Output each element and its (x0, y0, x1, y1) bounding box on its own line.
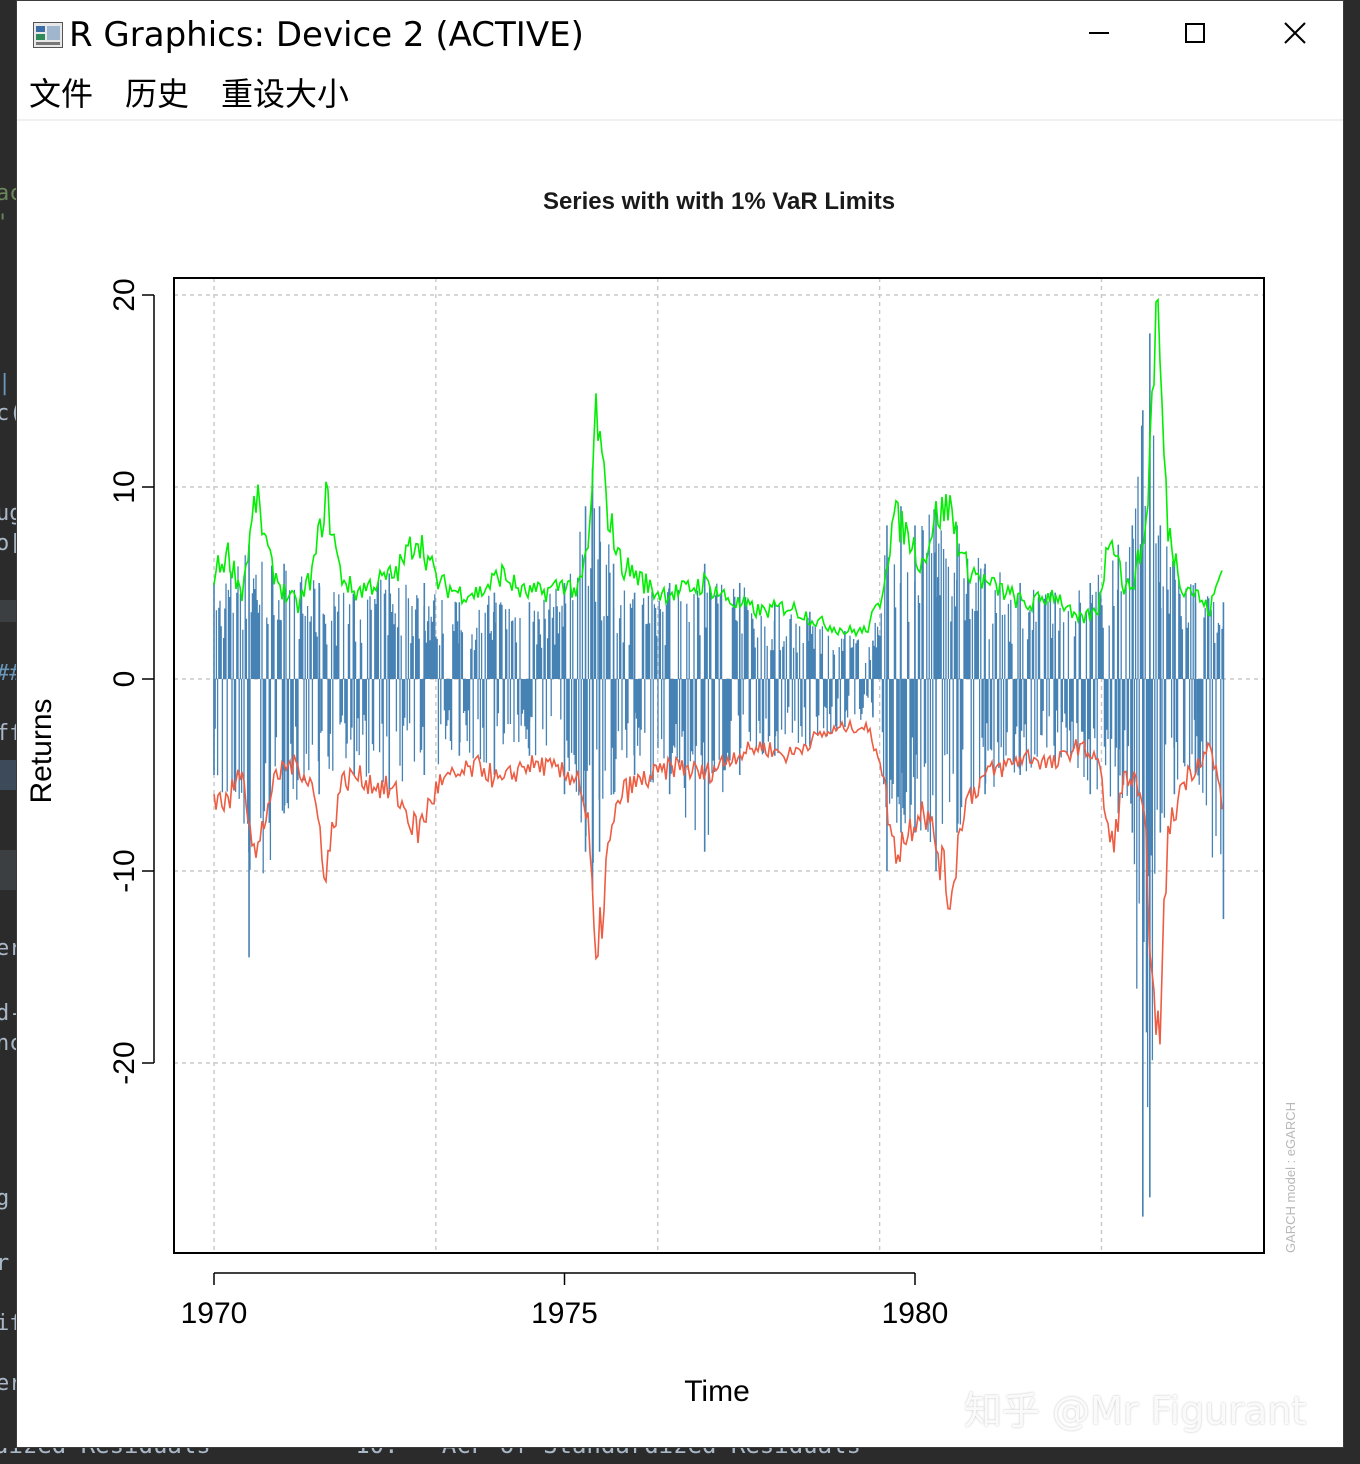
var-limits-chart: Series with with 1% VaR Limits 1970 1975 1… (25, 188, 1298, 1408)
maximize-button[interactable] (1147, 1, 1243, 65)
svg-text:g: g (0, 1186, 9, 1211)
close-icon (1284, 22, 1306, 44)
svg-text:##: ## (0, 661, 16, 686)
zhihu-watermark: 知乎 @Mr Figurant (964, 1389, 1307, 1433)
y-tick-label: 20 (108, 278, 141, 311)
svg-text:c(: c( (0, 401, 16, 426)
svg-text:ac: ac (0, 181, 16, 206)
window-title: R Graphics: Device 2 (ACTIVE) (69, 15, 584, 55)
svg-text:er: er (0, 1371, 16, 1396)
svg-text:er: er (0, 936, 16, 961)
title-bar[interactable]: R Graphics: Device 2 (ACTIVE) (17, 1, 1343, 67)
svg-text:if: if (0, 1311, 16, 1336)
x-axis-label: Time (684, 1375, 750, 1408)
lower-var-line (213, 718, 1223, 1045)
svg-text:nc: nc (0, 1031, 16, 1056)
svg-text:d-: d- (0, 1001, 16, 1026)
background-editor-left: ac ' c | c( ug o[ ## ff er d- nc g r if … (0, 0, 16, 1464)
x-axis: 1970 1975 1980 (181, 1272, 949, 1330)
r-graphics-app-icon (33, 22, 63, 48)
plot-area: Series with with 1% VaR Limits 1970 1975 1… (17, 121, 1343, 1447)
svg-text:ff: ff (0, 721, 16, 746)
minimize-button[interactable] (1051, 1, 1147, 65)
x-tick-label: 1980 (882, 1297, 949, 1330)
svg-text:|: | (0, 371, 11, 396)
model-side-note: GARCH model : eGARCH (1283, 1102, 1298, 1253)
background-console-bottom: dized Residuals 10: ACF of Standardized … (0, 1448, 1360, 1464)
y-tick-label: -20 (108, 1041, 141, 1084)
svg-text:ug: ug (0, 501, 16, 526)
close-button[interactable] (1247, 1, 1343, 65)
background-editor-right (1344, 0, 1360, 1464)
svg-text:r: r (0, 1251, 9, 1276)
background-editor-fragments: ac ' c | c( ug o[ ## ff er d- nc g r if … (0, 181, 16, 1396)
y-axis: 20 10 0 -10 -20 (108, 278, 155, 1085)
svg-text:o[: o[ (0, 531, 16, 556)
menu-resize[interactable]: 重设大小 (221, 75, 350, 113)
svg-text:' c: ' c (0, 211, 16, 236)
x-tick-label: 1975 (531, 1297, 598, 1330)
y-axis-label: Returns (25, 698, 58, 803)
background-console-text: dized Residuals 10: ACF of Standardized … (0, 1448, 861, 1460)
y-tick-label: 10 (108, 470, 141, 503)
maximize-icon (1185, 23, 1205, 43)
menu-history[interactable]: 历史 (125, 75, 190, 113)
returns-series (213, 333, 1225, 1217)
y-tick-label: 0 (108, 671, 141, 688)
minimize-icon (1089, 32, 1109, 34)
x-tick-label: 1970 (181, 1297, 248, 1330)
r-graphics-window: R Graphics: Device 2 (ACTIVE) 文件 历史 重设大小… (16, 0, 1344, 1448)
chart-title: Series with with 1% VaR Limits (543, 188, 895, 215)
menu-file[interactable]: 文件 (29, 75, 94, 113)
menu-bar: 文件 历史 重设大小 (17, 67, 1343, 121)
y-tick-label: -10 (108, 849, 141, 892)
upper-var-line (213, 297, 1223, 638)
plot-frame (173, 277, 1265, 1254)
